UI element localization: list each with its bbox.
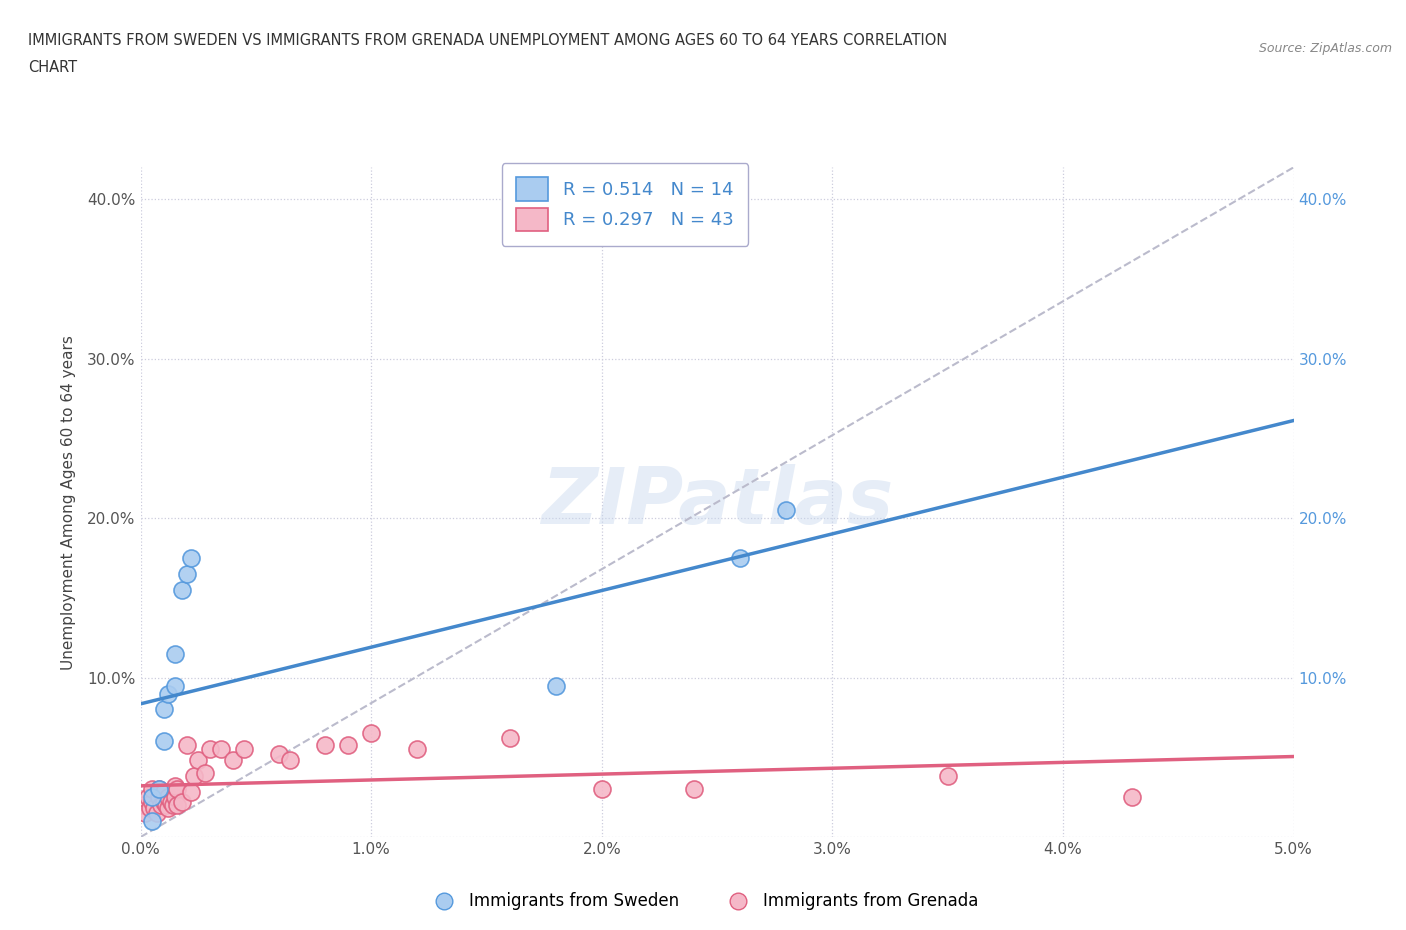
Point: [176, 737, 198, 752]
Point: [157, 686, 180, 701]
Point: [314, 737, 336, 752]
Point: [145, 805, 167, 820]
Point: [165, 790, 187, 804]
Legend: Immigrants from Sweden, Immigrants from Grenada: Immigrants from Sweden, Immigrants from …: [420, 885, 986, 917]
Point: [141, 794, 163, 809]
Point: [162, 798, 184, 813]
Point: [148, 790, 170, 804]
Point: [936, 769, 959, 784]
Point: [150, 798, 173, 813]
Point: [176, 566, 198, 581]
Point: [775, 503, 797, 518]
Point: [198, 742, 221, 757]
Point: [141, 782, 163, 797]
Point: [1121, 790, 1143, 804]
Point: [360, 726, 382, 741]
Point: [183, 769, 205, 784]
Point: [141, 790, 163, 804]
Point: [172, 794, 194, 809]
Point: [155, 798, 177, 813]
Y-axis label: Unemployment Among Ages 60 to 64 years: Unemployment Among Ages 60 to 64 years: [60, 335, 76, 670]
Point: [267, 747, 290, 762]
Point: [209, 742, 232, 757]
Point: [148, 782, 170, 797]
Point: [165, 678, 187, 693]
Text: CHART: CHART: [28, 60, 77, 75]
Point: [498, 731, 520, 746]
Point: [233, 742, 256, 757]
Point: [280, 753, 302, 768]
Text: IMMIGRANTS FROM SWEDEN VS IMMIGRANTS FROM GRENADA UNEMPLOYMENT AMONG AGES 60 TO : IMMIGRANTS FROM SWEDEN VS IMMIGRANTS FRO…: [28, 33, 948, 47]
Point: [148, 782, 170, 797]
Point: [157, 801, 180, 816]
Point: [152, 702, 174, 717]
Text: ZIPatlas: ZIPatlas: [541, 464, 893, 540]
Point: [544, 678, 567, 693]
Point: [165, 778, 187, 793]
Point: [683, 782, 706, 797]
Point: [152, 785, 174, 800]
Point: [166, 798, 188, 813]
Point: [337, 737, 360, 752]
Point: [194, 765, 217, 780]
Point: [728, 551, 751, 565]
Point: [159, 794, 181, 809]
Point: [132, 798, 155, 813]
Point: [143, 801, 166, 816]
Point: [172, 582, 194, 597]
Point: [166, 782, 188, 797]
Text: Source: ZipAtlas.com: Source: ZipAtlas.com: [1258, 42, 1392, 55]
Point: [187, 753, 209, 768]
Point: [180, 785, 202, 800]
Point: [165, 646, 187, 661]
Point: [134, 805, 156, 820]
Legend: R = 0.514   N = 14, R = 0.297   N = 43: R = 0.514 N = 14, R = 0.297 N = 43: [502, 163, 748, 246]
Point: [139, 801, 162, 816]
Point: [222, 753, 245, 768]
Point: [406, 742, 429, 757]
Point: [591, 782, 613, 797]
Point: [152, 734, 174, 749]
Point: [157, 790, 180, 804]
Point: [152, 794, 174, 809]
Point: [136, 790, 159, 804]
Point: [141, 814, 163, 829]
Point: [180, 551, 202, 565]
